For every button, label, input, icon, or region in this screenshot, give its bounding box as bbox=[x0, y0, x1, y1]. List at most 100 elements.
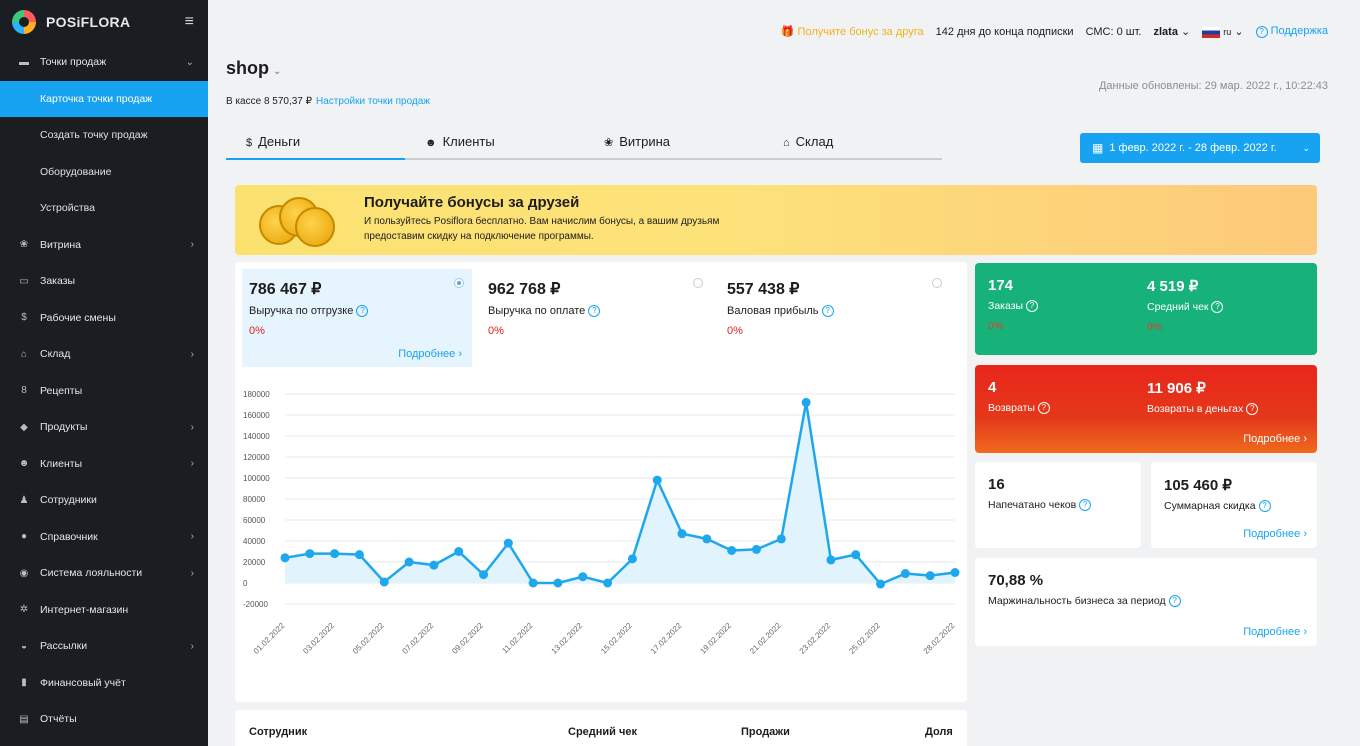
details-label: Подробнее bbox=[398, 348, 456, 360]
data-point bbox=[553, 578, 563, 588]
data-point bbox=[925, 571, 935, 581]
help-icon[interactable]: ? bbox=[1258, 500, 1271, 513]
data-point bbox=[776, 534, 786, 544]
data-point bbox=[603, 578, 613, 588]
x-tick-label: 21.02.2022 bbox=[748, 621, 783, 656]
sidebar-item[interactable]: ❀ Витрина › bbox=[0, 227, 208, 264]
language-select[interactable]: ru ⌄ bbox=[1202, 25, 1244, 38]
help-icon[interactable]: ? bbox=[1079, 499, 1092, 512]
sidebar-item[interactable]: ☻ Клиенты › bbox=[0, 446, 208, 483]
chevron-icon: › bbox=[190, 458, 194, 470]
help-icon[interactable]: ? bbox=[821, 305, 834, 318]
brand-name: POSiFLORA bbox=[46, 14, 131, 30]
shop-selector[interactable]: shop ⌄ bbox=[226, 58, 281, 79]
calendar-icon: ▦ bbox=[1092, 141, 1104, 155]
tab-label: Деньги bbox=[258, 134, 301, 149]
user-menu[interactable]: zlata ⌄ bbox=[1154, 25, 1191, 38]
tab-showcase[interactable]: ❀ Витрина bbox=[584, 130, 763, 158]
shop-settings-link[interactable]: Настройки точки продаж bbox=[316, 96, 430, 107]
kpi-label: Выручка по оплате ? bbox=[488, 305, 704, 318]
col-sales[interactable]: Продажи bbox=[741, 726, 790, 738]
sms-info: СМС: 0 шт. bbox=[1085, 25, 1142, 38]
sidebar-item[interactable]: ▭ Заказы bbox=[0, 263, 208, 300]
date-range-label: 1 февр. 2022 г. - 28 февр. 2022 г. bbox=[1109, 142, 1277, 154]
col-avg-check[interactable]: Средний чек bbox=[568, 726, 637, 738]
recipe-icon: 8 bbox=[21, 385, 27, 397]
chevron-icon: › bbox=[190, 348, 194, 360]
kpi-gross-profit[interactable]: 557 438 ₽ Валовая прибыль ? 0% bbox=[720, 269, 950, 367]
help-icon[interactable]: ? bbox=[588, 305, 601, 318]
data-point bbox=[503, 538, 513, 548]
tab-clients[interactable]: ☻ Клиенты bbox=[405, 130, 584, 158]
sidebar-item[interactable]: ▬ Точки продаж ⌄ bbox=[0, 44, 208, 81]
sidebar-item[interactable]: ◒ Рассылки › bbox=[0, 628, 208, 665]
sidebar-subitem[interactable]: Создать точку продаж bbox=[40, 129, 148, 142]
sidebar-item[interactable]: ▤ Отчёты bbox=[0, 701, 208, 738]
y-tick-label: 180000 bbox=[243, 390, 270, 399]
x-tick-label: 11.02.2022 bbox=[500, 621, 535, 656]
sidebar-item-label: Продукты bbox=[40, 421, 88, 434]
receipts-card: 16 Напечатано чеков ? bbox=[975, 462, 1141, 548]
sidebar-subitem[interactable]: Оборудование bbox=[40, 165, 112, 178]
date-range-picker[interactable]: ▦ 1 февр. 2022 г. - 28 февр. 2022 г. ⌄ bbox=[1080, 133, 1320, 163]
updated-timestamp: Данные обновлены: 29 мар. 2022 г., 10:22… bbox=[1098, 80, 1328, 92]
sidebar-item[interactable]: ✲ Интернет-магазин bbox=[0, 592, 208, 629]
sidebar-item[interactable]: ♟ Сотрудники bbox=[0, 482, 208, 519]
sidebar-item[interactable]: ◉ Система лояльности › bbox=[0, 555, 208, 592]
sidebar-item-label: Система лояльности bbox=[40, 567, 143, 580]
sidebar-item[interactable]: ◆ Продукты › bbox=[0, 409, 208, 446]
margin-details-link[interactable]: Подробнее › bbox=[1243, 626, 1307, 638]
webshop-icon: ✲ bbox=[19, 604, 29, 616]
sidebar-subitem[interactable]: Устройства bbox=[40, 202, 95, 215]
kpi-value: 557 438 ₽ bbox=[727, 281, 800, 298]
chevron-icon: › bbox=[190, 567, 194, 579]
menu-icon[interactable]: ≡ bbox=[184, 13, 194, 30]
data-point bbox=[429, 560, 439, 570]
orders-label-text: Заказы bbox=[988, 300, 1024, 312]
bonus-label: Получите бонус за друга bbox=[797, 26, 924, 38]
series-line bbox=[284, 401, 956, 586]
referral-banner[interactable]: Получайте бонусы за друзей И пользуйтесь… bbox=[235, 185, 1317, 255]
kpi-revenue-shipment[interactable]: 786 467 ₽ Выручка по отгрузке ? 0% Подро… bbox=[242, 269, 472, 367]
sidebar-item[interactable]: $ Рабочие смены bbox=[0, 300, 208, 337]
sidebar-item[interactable]: 8 Рецепты bbox=[0, 373, 208, 410]
radio-button[interactable] bbox=[693, 278, 703, 288]
margin-label-text: Маржинальность бизнеса за период bbox=[988, 595, 1166, 607]
margin-card: 70,88 % Маржинальность бизнеса за период… bbox=[975, 558, 1317, 646]
kpi-value: 962 768 ₽ bbox=[488, 281, 561, 298]
radio-button[interactable] bbox=[932, 278, 942, 288]
help-icon[interactable]: ? bbox=[1168, 595, 1181, 608]
help-icon[interactable]: ? bbox=[1211, 301, 1224, 314]
receipts-value: 16 bbox=[988, 476, 1005, 493]
clients-icon: ☻ bbox=[18, 458, 30, 470]
tab-money[interactable]: $ Деньги bbox=[226, 130, 405, 160]
support-link[interactable]: ? Поддержка bbox=[1255, 25, 1328, 38]
help-icon[interactable]: ? bbox=[356, 305, 369, 318]
logo-icon[interactable] bbox=[12, 10, 36, 34]
cash-amount: В кассе 8 570,37 ₽ bbox=[226, 96, 313, 107]
col-employee[interactable]: Сотрудник bbox=[249, 726, 308, 738]
main-area: 🎁 Получите бонус за друга 142 дня до кон… bbox=[208, 0, 1360, 746]
help-icon[interactable]: ? bbox=[1037, 402, 1050, 415]
kpi-label: Выручка по отгрузке ? bbox=[249, 305, 465, 318]
bonus-link[interactable]: 🎁 Получите бонус за друга bbox=[780, 26, 924, 38]
data-point bbox=[950, 568, 960, 577]
help-icon[interactable]: ? bbox=[1246, 403, 1259, 416]
data-point bbox=[627, 554, 637, 564]
col-share[interactable]: Доля bbox=[925, 726, 953, 738]
sidebar-subitem[interactable]: Карточка точки продаж bbox=[0, 80, 208, 117]
kpi-revenue-payment[interactable]: 962 768 ₽ Выручка по оплате ? 0% bbox=[481, 269, 711, 367]
sidebar-item[interactable]: ⌂ Склад › bbox=[0, 336, 208, 373]
tab-warehouse[interactable]: ⌂ Склад bbox=[763, 130, 942, 158]
flower-icon: ❀ bbox=[19, 239, 29, 251]
returns-details-link[interactable]: Подробнее › bbox=[1243, 433, 1307, 445]
sidebar-item[interactable]: ● Справочник › bbox=[0, 519, 208, 556]
radio-selected[interactable] bbox=[454, 278, 464, 288]
data-point bbox=[851, 550, 861, 560]
details-link[interactable]: Подробнее › bbox=[398, 348, 462, 360]
discount-details-link[interactable]: Подробнее › bbox=[1243, 528, 1307, 540]
store-icon: ▬ bbox=[19, 56, 29, 68]
chevron-down-icon: ⌄ bbox=[1302, 142, 1310, 153]
sidebar-item[interactable]: ▮ Финансовый учёт bbox=[0, 665, 208, 702]
help-icon[interactable]: ? bbox=[1026, 300, 1039, 313]
